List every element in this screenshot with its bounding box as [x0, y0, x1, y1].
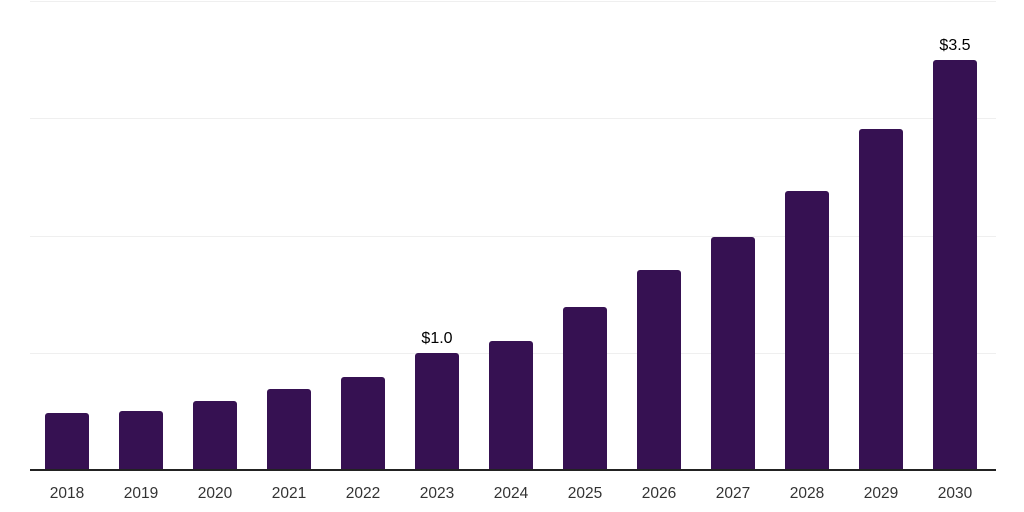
- gridline-3: [30, 118, 996, 119]
- bar-2029: [859, 129, 903, 470]
- x-tick-label-2018: 2018: [49, 485, 85, 502]
- x-tick-label-2020: 2020: [197, 485, 233, 502]
- x-tick-label-2029: 2029: [863, 485, 899, 502]
- x-tick-label-2022: 2022: [345, 485, 381, 502]
- bar-2025: [563, 307, 607, 470]
- bar-2021: [267, 389, 311, 470]
- x-axis-line: [30, 469, 996, 471]
- bar-2027: [711, 237, 755, 470]
- x-tick-label-2023: 2023: [419, 485, 455, 502]
- bar-2019: [119, 411, 163, 470]
- bar-2028: [785, 191, 829, 470]
- bar-2022: [341, 377, 385, 470]
- x-tick-label-2024: 2024: [493, 485, 529, 502]
- bar-2026: [637, 270, 681, 470]
- bar-2020: [193, 401, 237, 470]
- x-tick-label-2025: 2025: [567, 485, 603, 502]
- x-tick-label-2019: 2019: [123, 485, 159, 502]
- x-tick-label-2027: 2027: [715, 485, 751, 502]
- data-label-2023: $1.0: [421, 330, 453, 347]
- gridline-4: [30, 1, 996, 2]
- x-tick-label-2026: 2026: [641, 485, 677, 502]
- x-tick-label-2021: 2021: [271, 485, 307, 502]
- bar-2030: [933, 60, 977, 470]
- x-tick-label-2030: 2030: [937, 485, 973, 502]
- data-label-2030: $3.5: [939, 37, 971, 54]
- bar-2024: [489, 341, 533, 470]
- bar-2023: [415, 353, 459, 470]
- x-tick-label-2028: 2028: [789, 485, 825, 502]
- bar-2018: [45, 413, 89, 470]
- gridline-2: [30, 236, 996, 237]
